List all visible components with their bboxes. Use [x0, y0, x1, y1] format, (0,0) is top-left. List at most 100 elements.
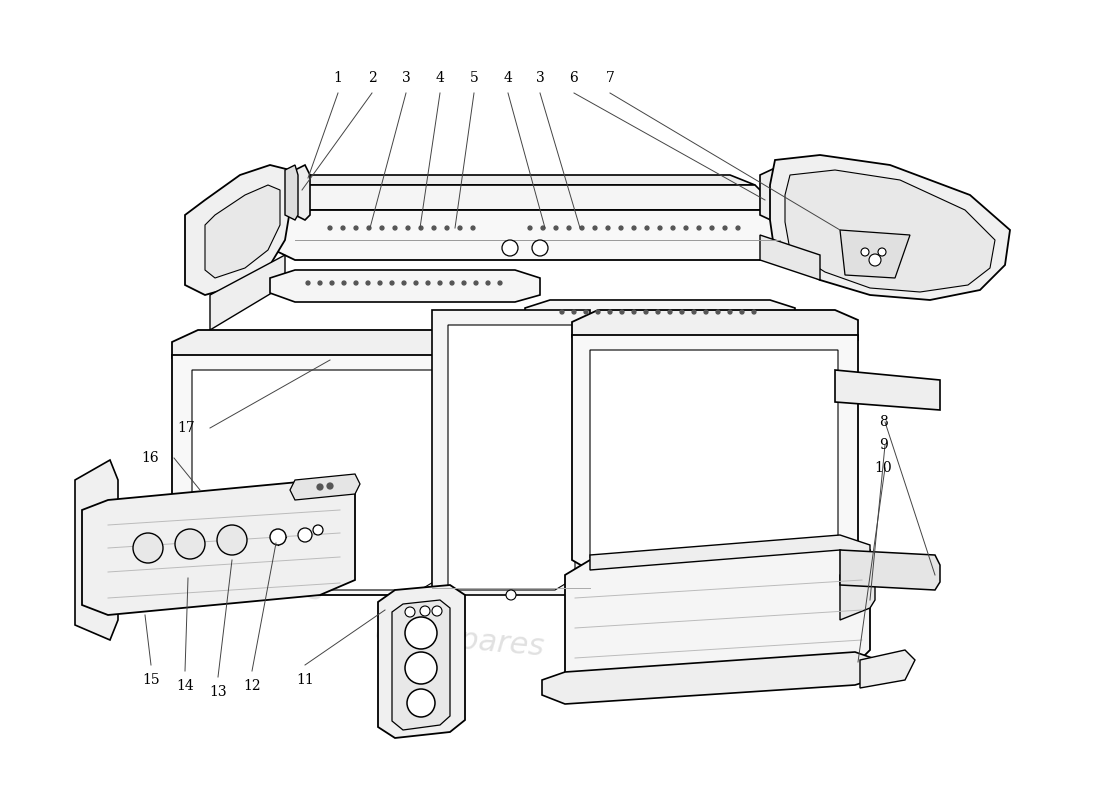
Circle shape: [736, 226, 740, 230]
Circle shape: [420, 606, 430, 616]
Polygon shape: [378, 585, 465, 738]
Polygon shape: [572, 335, 858, 575]
Circle shape: [474, 281, 478, 285]
Text: 3: 3: [536, 71, 544, 85]
Circle shape: [532, 240, 548, 256]
Circle shape: [632, 226, 636, 230]
Polygon shape: [542, 652, 878, 704]
Circle shape: [728, 310, 732, 314]
Polygon shape: [270, 270, 540, 302]
Circle shape: [432, 606, 442, 616]
Circle shape: [619, 226, 623, 230]
Polygon shape: [590, 350, 838, 570]
Circle shape: [270, 529, 286, 545]
Circle shape: [632, 310, 636, 314]
Text: 8: 8: [879, 415, 888, 429]
Circle shape: [506, 590, 516, 600]
Circle shape: [318, 281, 322, 285]
Circle shape: [342, 281, 346, 285]
Circle shape: [406, 226, 410, 230]
Circle shape: [498, 281, 502, 285]
Polygon shape: [760, 235, 820, 280]
Text: eurospares: eurospares: [534, 534, 706, 586]
Polygon shape: [392, 600, 450, 730]
Circle shape: [341, 226, 345, 230]
Circle shape: [298, 528, 312, 542]
Polygon shape: [698, 348, 748, 360]
Circle shape: [175, 529, 205, 559]
Circle shape: [704, 310, 708, 314]
Polygon shape: [572, 310, 858, 348]
Text: 12: 12: [243, 679, 261, 693]
Polygon shape: [75, 460, 118, 640]
Circle shape: [450, 281, 454, 285]
Polygon shape: [590, 535, 870, 570]
Circle shape: [680, 310, 684, 314]
Circle shape: [462, 281, 466, 285]
Polygon shape: [295, 175, 755, 185]
Circle shape: [608, 310, 612, 314]
Circle shape: [471, 226, 475, 230]
Polygon shape: [785, 170, 996, 292]
Polygon shape: [210, 255, 285, 330]
Circle shape: [593, 226, 597, 230]
Text: 1: 1: [333, 71, 342, 85]
Text: 16: 16: [141, 451, 158, 465]
Circle shape: [317, 484, 323, 490]
Circle shape: [486, 281, 490, 285]
Polygon shape: [285, 165, 298, 220]
Polygon shape: [840, 550, 940, 590]
Text: 9: 9: [879, 438, 888, 452]
Polygon shape: [295, 185, 780, 210]
Text: 6: 6: [570, 71, 579, 85]
Circle shape: [366, 281, 370, 285]
Circle shape: [752, 310, 756, 314]
Text: 3: 3: [402, 71, 410, 85]
Text: 10: 10: [874, 461, 892, 475]
Polygon shape: [295, 165, 310, 220]
Circle shape: [379, 226, 384, 230]
Polygon shape: [835, 370, 940, 410]
Circle shape: [414, 281, 418, 285]
Text: 15: 15: [142, 673, 160, 687]
Polygon shape: [840, 230, 910, 278]
Circle shape: [723, 226, 727, 230]
Circle shape: [620, 310, 624, 314]
Circle shape: [710, 226, 714, 230]
Circle shape: [314, 525, 323, 535]
Circle shape: [354, 281, 358, 285]
Circle shape: [217, 525, 248, 555]
Polygon shape: [448, 325, 575, 590]
Circle shape: [541, 226, 544, 230]
Circle shape: [572, 310, 576, 314]
Text: 2: 2: [367, 71, 376, 85]
Circle shape: [378, 281, 382, 285]
Circle shape: [869, 254, 881, 266]
Text: 13: 13: [209, 685, 227, 699]
Circle shape: [405, 652, 437, 684]
Circle shape: [426, 281, 430, 285]
Circle shape: [405, 617, 437, 649]
Polygon shape: [770, 155, 1010, 300]
Text: 7: 7: [606, 71, 615, 85]
Circle shape: [697, 226, 701, 230]
Polygon shape: [185, 165, 290, 295]
Circle shape: [560, 310, 564, 314]
Circle shape: [671, 226, 675, 230]
Polygon shape: [328, 368, 380, 380]
Circle shape: [528, 226, 532, 230]
Circle shape: [580, 226, 584, 230]
Circle shape: [446, 226, 449, 230]
Text: 4: 4: [436, 71, 444, 85]
Circle shape: [402, 281, 406, 285]
Circle shape: [133, 533, 163, 563]
Polygon shape: [432, 310, 590, 595]
Circle shape: [367, 226, 371, 230]
Polygon shape: [860, 650, 915, 688]
Circle shape: [566, 226, 571, 230]
Circle shape: [878, 248, 886, 256]
Circle shape: [644, 310, 648, 314]
Polygon shape: [192, 370, 440, 590]
Polygon shape: [760, 168, 782, 222]
Circle shape: [692, 310, 696, 314]
